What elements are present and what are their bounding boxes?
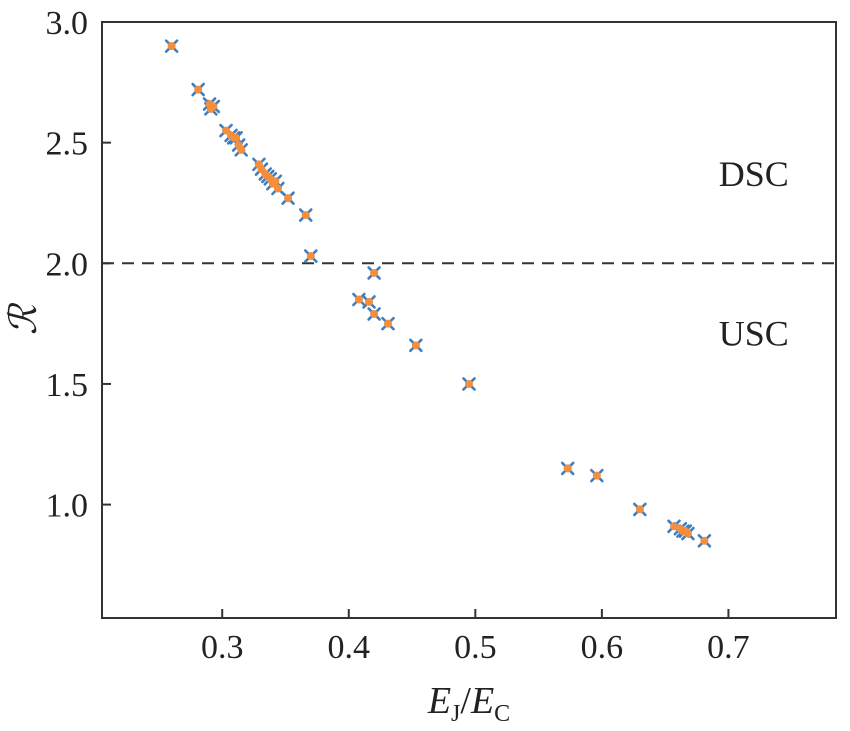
data-point-dot	[700, 536, 709, 545]
data-point-dot	[271, 177, 280, 186]
data-point-dot	[411, 341, 420, 350]
y-tick-label: 2.0	[46, 246, 89, 283]
data-point-dot	[273, 184, 282, 193]
y-axis-label: ℛ	[3, 302, 45, 335]
data-point-dot	[370, 268, 379, 277]
region-label: DSC	[719, 154, 789, 194]
data-point-dot	[370, 309, 379, 318]
ticks-layer: 0.3 0.4 0.5 0.6 0.7 1.0 1.5 2.0 2.5 3.0	[46, 5, 750, 666]
data-point-dot	[365, 297, 374, 306]
data-point-dot	[237, 145, 246, 154]
data-point-dot	[354, 295, 363, 304]
y-tick-label: 2.5	[46, 126, 89, 163]
y-tick-label: 1.0	[46, 488, 89, 525]
x-tick-label: 0.6	[581, 629, 624, 666]
annotation-layer: DSC USC	[719, 154, 789, 353]
x-axis-label-sub2: C	[494, 701, 510, 727]
data-point-dot	[306, 252, 315, 261]
x-axis-label-e1: E	[427, 680, 451, 722]
x-axis-label-sub1: J	[451, 701, 460, 727]
data-point-dot	[167, 42, 176, 51]
data-point-dot	[284, 194, 293, 203]
data-point-dot	[384, 319, 393, 328]
region-label: USC	[719, 313, 789, 353]
x-axis-label-sep: /	[460, 680, 471, 722]
y-tick-label: 3.0	[46, 5, 89, 42]
x-tick-label: 0.7	[707, 629, 750, 666]
x-tick-label: 0.4	[328, 629, 371, 666]
x-tick-label: 0.5	[454, 629, 497, 666]
plot-frame	[101, 21, 837, 619]
data-point-dot	[209, 102, 218, 111]
data-point-dot	[670, 522, 679, 531]
data-point-dot	[301, 211, 310, 220]
data-point-dot	[222, 126, 231, 135]
data-point-dot	[592, 471, 601, 480]
data-point-dot	[683, 529, 692, 538]
data-point-dot	[563, 464, 572, 473]
data-point-dot	[194, 85, 203, 94]
data-point-dot	[635, 505, 644, 514]
x-axis-label-e2: E	[470, 680, 494, 722]
data-point-dot	[232, 133, 241, 142]
x-tick-label: 0.3	[201, 629, 244, 666]
x-axis-label: EJ/EC	[427, 680, 510, 727]
data-point-dot	[465, 379, 473, 388]
marks-layer	[164, 39, 712, 548]
y-tick-label: 1.5	[46, 367, 89, 404]
